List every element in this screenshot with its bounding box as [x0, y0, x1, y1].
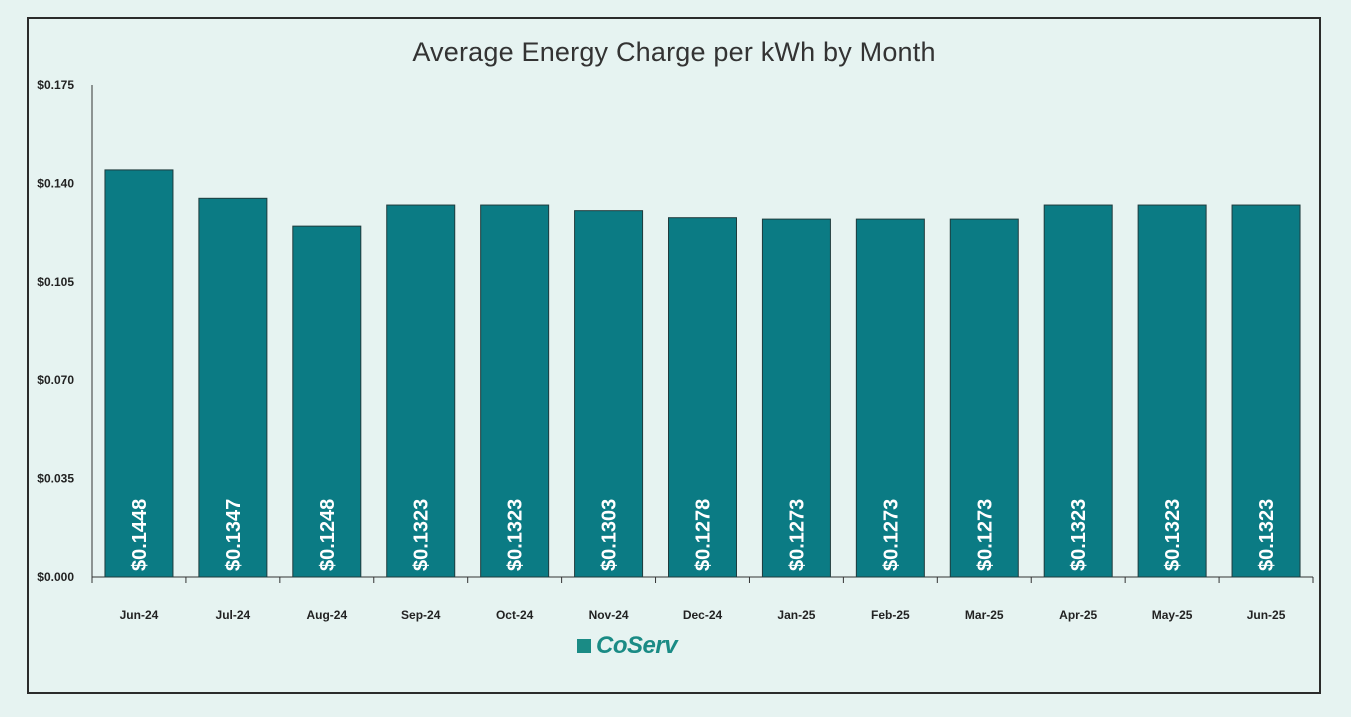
x-tick-label: Sep-24 — [401, 608, 441, 622]
x-tick-label: May-25 — [1152, 608, 1193, 622]
bar-feb-25 — [855, 218, 925, 578]
y-tick-label: $0.140 — [37, 176, 74, 190]
bar-data-label: $0.1323 — [1068, 499, 1090, 571]
x-tick-label: Mar-25 — [965, 608, 1004, 622]
bar-aug-24 — [292, 225, 362, 578]
bar-mar-25 — [949, 218, 1019, 578]
x-tick-label: Jun-24 — [120, 608, 159, 622]
bar-jun-25 — [1231, 204, 1301, 578]
x-tick-label: Nov-24 — [589, 608, 629, 622]
x-tick-label: Jul-24 — [216, 608, 251, 622]
x-tick-label: Jan-25 — [777, 608, 815, 622]
bar-data-label: $0.1323 — [505, 499, 527, 571]
bar-data-label: $0.1323 — [411, 499, 433, 571]
bar-data-label: $0.1278 — [693, 499, 715, 571]
coserv-logo: CoServ — [577, 632, 678, 660]
y-tick-label: $0.035 — [37, 472, 74, 486]
bar-data-label: $0.1273 — [880, 499, 902, 571]
bar-data-label: $0.1323 — [1256, 499, 1278, 571]
bar-data-label: $0.1273 — [974, 499, 996, 571]
bar-data-label: $0.1448 — [129, 499, 151, 571]
x-tick-label: Apr-25 — [1059, 608, 1097, 622]
chart-title: Average Energy Charge per kWh by Month — [412, 37, 936, 67]
y-tick-label: $0.105 — [37, 275, 74, 289]
logo-square-icon — [577, 639, 591, 653]
bar-data-label: $0.1248 — [317, 499, 339, 571]
bar-data-label: $0.1323 — [1162, 499, 1184, 571]
bar-data-label: $0.1303 — [599, 499, 621, 571]
y-tick-label: $0.070 — [37, 373, 74, 387]
bar-oct-24 — [480, 204, 550, 578]
bar-apr-25 — [1043, 204, 1113, 578]
bar-jul-24 — [198, 197, 268, 578]
bar-data-label: $0.1273 — [786, 499, 808, 571]
bar-data-label: $0.1347 — [223, 499, 245, 571]
x-tick-label: Oct-24 — [496, 608, 534, 622]
bar-jun-24 — [104, 169, 174, 578]
y-tick-label: $0.000 — [37, 570, 74, 584]
x-tick-label: Feb-25 — [871, 608, 910, 622]
bar-dec-24 — [668, 217, 737, 578]
x-tick-label: Aug-24 — [306, 608, 347, 622]
logo-text: CoServ — [596, 632, 678, 659]
x-tick-label: Dec-24 — [683, 608, 723, 622]
x-tick-label: Jun-25 — [1247, 608, 1286, 622]
bar-nov-24 — [574, 210, 644, 578]
y-tick-label: $0.175 — [37, 78, 74, 92]
bar-sep-24 — [386, 204, 456, 578]
bar-jan-25 — [761, 218, 831, 578]
bar-may-25 — [1137, 204, 1207, 578]
